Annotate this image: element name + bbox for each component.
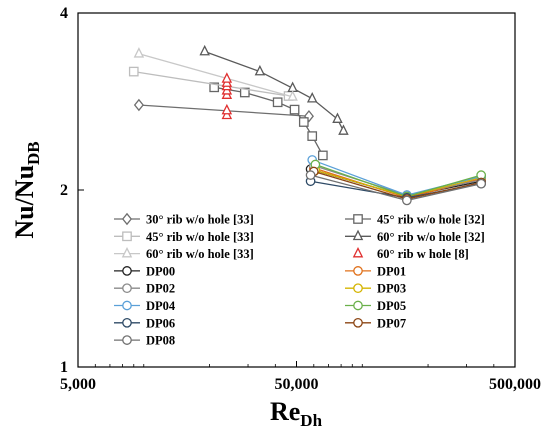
x-tick-label: 500,000	[489, 376, 541, 393]
data-point	[306, 92, 318, 103]
series-60-rib-w-o-hole-32	[199, 44, 349, 135]
legend-swatch-marker	[122, 335, 132, 345]
legend-swatch-marker	[353, 214, 363, 224]
legend-swatch-marker	[353, 266, 363, 276]
legend-entry: DP08	[114, 334, 175, 348]
legend-label: 60° rib w/o hole [32]	[377, 230, 485, 244]
legend-label: DP07	[377, 316, 406, 330]
data-point	[128, 66, 139, 77]
y-axis-title-sub: DB	[24, 141, 43, 165]
legend-swatch-marker	[121, 246, 133, 258]
data-point	[239, 87, 250, 98]
legend-entry: DP01	[345, 264, 406, 278]
data-point	[133, 98, 144, 112]
y-tick-label: 2	[60, 182, 68, 199]
y-tick-label: 1	[60, 359, 68, 376]
legend-label: 45° rib w/o hole [32]	[377, 213, 485, 227]
legend-entry: DP02	[114, 282, 175, 296]
legend: 30° rib w/o hole [33] 45° rib w/o hole [3…	[114, 213, 485, 348]
legend-entry: 45° rib w/o hole [33]	[114, 230, 254, 244]
data-point	[289, 104, 300, 115]
data-point	[221, 72, 233, 83]
series-60-rib-w-hole-8	[221, 72, 233, 120]
legend-swatch-marker	[122, 231, 132, 242]
legend-swatch-marker	[353, 317, 363, 328]
legend-entry: 60° rib w hole [8]	[352, 246, 469, 261]
legend-entry: DP06	[114, 316, 175, 330]
x-tick-label: 5,000	[60, 376, 96, 393]
plot-area	[77, 12, 516, 368]
legend-swatch-marker	[122, 283, 132, 294]
series-line	[133, 70, 289, 97]
series-45-rib-w-o-hole-32	[209, 82, 328, 161]
legend-label: DP08	[146, 334, 175, 348]
series-line	[138, 53, 293, 98]
legend-label: 30° rib w/o hole [33]	[146, 213, 254, 227]
legend-swatch-marker	[353, 283, 363, 294]
legend-swatch-marker	[352, 246, 364, 258]
data-point	[298, 117, 309, 127]
legend-swatch-marker	[353, 300, 363, 311]
x-axis-title-main: Re	[270, 397, 300, 426]
series-60-rib-w-o-hole-33	[133, 47, 298, 101]
legend-entry: DP03	[345, 282, 406, 296]
axis-ticks: 5,000 50,000 500,000 1 2 4	[60, 5, 541, 393]
data-point	[338, 124, 349, 135]
data-point	[307, 131, 318, 141]
series-layer	[128, 44, 487, 206]
data-point	[317, 150, 328, 161]
legend-label: DP04	[146, 299, 176, 313]
y-axis-title-main: Nu/Nu	[10, 165, 39, 239]
legend-entry: DP00	[114, 264, 175, 278]
legend-label: DP05	[377, 299, 406, 313]
legend-swatch-marker	[122, 300, 132, 311]
legend-swatch-marker	[122, 266, 132, 276]
data-point	[305, 170, 316, 180]
legend-label: DP02	[146, 282, 175, 296]
legend-entry: 30° rib w/o hole [33]	[114, 213, 254, 227]
legend-entry: 60° rib w/o hole [33]	[114, 246, 254, 261]
y-axis-title: Nu/NuDB	[10, 141, 43, 238]
legend-swatch-marker	[352, 229, 364, 241]
legend-entry: DP07	[345, 316, 406, 330]
legend-label: DP01	[377, 264, 406, 278]
data-point	[199, 44, 210, 56]
legend-entry: 45° rib w/o hole [32]	[345, 213, 485, 227]
data-point	[402, 195, 412, 206]
legend-label: DP00	[146, 264, 175, 278]
data-point	[133, 47, 145, 58]
legend-label: 60° rib w/o hole [33]	[146, 247, 254, 261]
data-point	[272, 97, 283, 108]
x-axis-title-sub: Dh	[300, 411, 322, 430]
legend-entry: 60° rib w/o hole [32]	[345, 229, 485, 244]
x-tick-label: 50,000	[275, 376, 319, 393]
legend-label: 60° rib w hole [8]	[377, 247, 469, 261]
data-point	[476, 178, 487, 189]
data-point	[287, 90, 298, 101]
x-axis-title: ReDh	[270, 397, 323, 430]
legend-label: DP06	[146, 316, 175, 330]
data-point	[221, 103, 233, 115]
y-tick-label: 4	[60, 5, 68, 22]
data-point	[254, 64, 266, 76]
series-dp08	[305, 170, 487, 206]
legend-entry: DP04	[114, 299, 176, 313]
legend-label: DP03	[377, 282, 406, 296]
legend-label: 45° rib w/o hole [33]	[146, 230, 254, 244]
data-point	[209, 82, 220, 93]
legend-entry: DP05	[345, 299, 406, 313]
legend-swatch-marker	[121, 212, 133, 226]
legend-swatch-marker	[122, 317, 132, 328]
data-point	[332, 112, 343, 123]
